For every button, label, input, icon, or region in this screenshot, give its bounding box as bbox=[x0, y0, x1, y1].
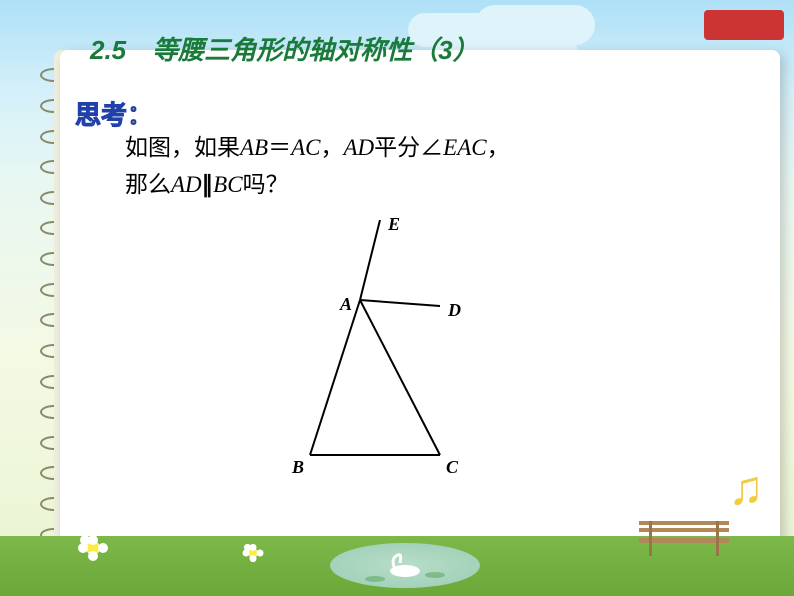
q1-mid: ， bbox=[321, 135, 344, 160]
label-d: D bbox=[448, 300, 461, 321]
q2-par: ∥ bbox=[202, 172, 214, 197]
label-a: A bbox=[340, 294, 352, 315]
question-text: 如图，如果AB＝AC，AD平分∠EAC， 那么AD∥BC吗？ bbox=[125, 130, 510, 204]
q1-ad: AD bbox=[344, 135, 375, 160]
q1-pre: 如图，如果 bbox=[125, 135, 240, 160]
bench-decoration bbox=[634, 516, 734, 556]
label-c: C bbox=[446, 457, 458, 478]
label-b: B bbox=[292, 457, 304, 478]
q2-pre: 那么 bbox=[125, 172, 171, 197]
q1-end: ， bbox=[487, 135, 510, 160]
flower-decoration bbox=[244, 544, 262, 562]
flower-decoration bbox=[80, 535, 106, 561]
q1-eac: EAC bbox=[443, 135, 486, 160]
corner-banner bbox=[704, 10, 784, 40]
swan-icon bbox=[330, 543, 480, 588]
label-e: E bbox=[388, 214, 400, 235]
pond-decoration bbox=[330, 543, 480, 588]
q1-ac: AC bbox=[291, 135, 320, 160]
music-note-icon: ♫ bbox=[728, 461, 764, 516]
q2-bc: BC bbox=[213, 172, 242, 197]
diagram-svg bbox=[280, 220, 520, 480]
page-title: 2.5 等腰三角形的轴对称性（3） bbox=[90, 30, 479, 67]
geometry-diagram: E A D B C bbox=[280, 220, 520, 480]
q2-ad: AD bbox=[171, 172, 202, 197]
q1-eq: ＝ bbox=[268, 135, 291, 160]
q2-end: 吗？ bbox=[243, 172, 289, 197]
section-label: 思考： bbox=[75, 95, 153, 132]
q1-bisect: 平分∠ bbox=[374, 135, 443, 160]
q1-ab: AB bbox=[240, 135, 268, 160]
